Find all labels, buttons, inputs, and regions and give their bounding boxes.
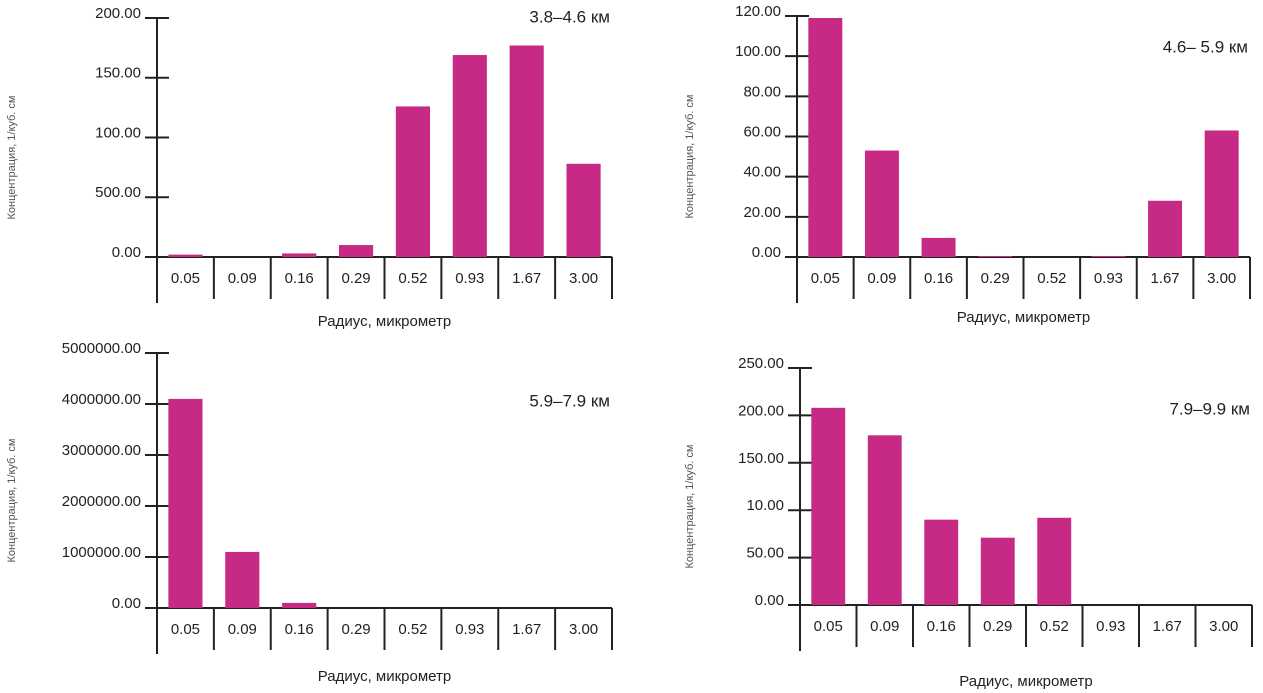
x-tick-label: 0.29 [983,618,1012,635]
x-tick-label: 1.67 [512,270,541,287]
y-tick-label: 2000000.00 [62,493,141,510]
x-tick-label: 0.93 [455,270,484,287]
bar [509,45,544,257]
y-tick-label: 0.00 [752,244,781,261]
y-axis-label: Концентрация, 1/куб. см [684,445,696,569]
bar [282,602,317,608]
bar [282,253,317,257]
bar [395,106,430,258]
y-tick-label: 150.00 [95,65,141,82]
y-tick-label: 100.00 [95,124,141,141]
bar [808,18,843,258]
x-tick-label: 3.00 [569,621,598,638]
x-tick-label: 0.29 [341,621,370,638]
bar [1204,130,1239,257]
y-tick-label: 3000000.00 [62,442,141,459]
bar [225,551,260,608]
x-tick-label: 0.09 [228,270,257,287]
x-tick-label: 1.67 [512,621,541,638]
x-tick-label: 0.16 [924,270,953,287]
x-tick-label: 0.09 [228,621,257,638]
annotation: 3.8–4.6 км [529,7,610,26]
y-tick-label: 120.00 [735,3,781,20]
x-tick-label: 0.05 [814,618,843,635]
bar [978,255,1013,257]
y-tick-label: 60.00 [743,123,781,140]
x-tick-label: 0.29 [341,270,370,287]
y-tick-label: 250.00 [738,355,784,372]
annotation: 7.9–9.9 км [1169,399,1250,418]
x-tick-label: 0.05 [171,621,200,638]
y-tick-label: 0.00 [755,592,784,609]
x-tick-label: 0.09 [870,618,899,635]
x-tick-label: 3.00 [1207,270,1236,287]
y-tick-label: 500.00 [95,184,141,201]
bar [864,150,899,257]
x-tick-label: 0.52 [1037,270,1066,287]
y-tick-label: 150.00 [738,450,784,467]
y-tick-label: 20.00 [743,204,781,221]
y-tick-label: 5000000.00 [62,340,141,357]
bar [168,254,203,257]
x-tick-label: 0.93 [1094,270,1123,287]
bar [921,237,956,257]
x-tick-label: 0.05 [171,270,200,287]
x-axis-label: Радиус, микрометр [318,668,451,685]
bar [1091,255,1126,257]
y-tick-label: 10.00 [746,497,784,514]
y-axis-label: Концентрация, 1/куб. см [6,96,18,220]
y-tick-label: 1000000.00 [62,544,141,561]
x-tick-label: 0.16 [285,621,314,638]
x-tick-label: 0.52 [398,270,427,287]
x-tick-label: 3.00 [1209,618,1238,635]
bar [168,398,203,608]
y-axis-label: Концентрация, 1/куб. см [684,95,696,219]
bar [867,435,902,605]
x-axis-label: Радиус, микрометр [959,673,1092,690]
x-tick-label: 3.00 [569,270,598,287]
x-tick-label: 1.67 [1153,618,1182,635]
x-tick-label: 0.05 [811,270,840,287]
bar [924,519,959,605]
bar [1037,517,1072,605]
x-tick-label: 0.52 [1040,618,1069,635]
y-tick-label: 0.00 [112,595,141,612]
x-tick-label: 0.16 [927,618,956,635]
x-axis-label: Радиус, микрометр [318,313,451,330]
y-tick-label: 100.00 [735,43,781,60]
y-tick-label: 40.00 [743,164,781,181]
annotation: 4.6– 5.9 км [1163,37,1248,56]
y-axis-label: Концентрация, 1/куб. см [6,439,18,563]
bar [811,407,846,605]
bar [1148,200,1183,257]
x-axis-label: Радиус, микрометр [957,309,1090,326]
x-tick-label: 1.67 [1150,270,1179,287]
y-tick-label: 80.00 [743,83,781,100]
x-tick-label: 0.29 [981,270,1010,287]
y-tick-label: 50.00 [746,545,784,562]
bar [980,537,1015,605]
annotation: 5.9–7.9 км [529,391,610,410]
y-tick-label: 0.00 [112,244,141,261]
x-tick-label: 0.52 [398,621,427,638]
y-tick-label: 200.00 [738,402,784,419]
x-tick-label: 0.93 [455,621,484,638]
x-tick-label: 0.93 [1096,618,1125,635]
y-tick-label: 200.00 [95,5,141,22]
x-tick-label: 0.16 [285,270,314,287]
bar [566,163,601,257]
bar [452,55,487,257]
y-tick-label: 4000000.00 [62,391,141,408]
bar [339,245,374,257]
x-tick-label: 0.09 [867,270,896,287]
